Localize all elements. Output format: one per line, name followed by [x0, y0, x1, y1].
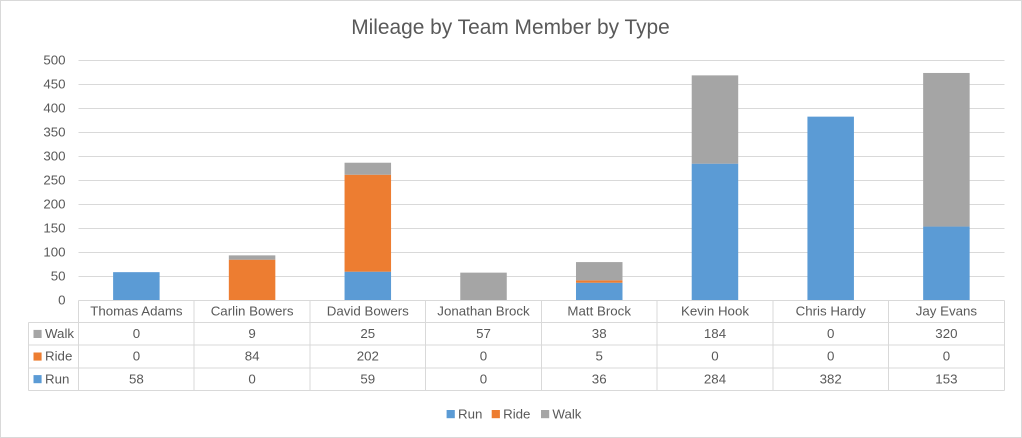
svg-text:57: 57 [476, 326, 491, 341]
svg-text:153: 153 [935, 371, 957, 386]
svg-text:38: 38 [592, 326, 607, 341]
svg-text:0: 0 [827, 349, 834, 364]
svg-text:Ride: Ride [503, 406, 530, 421]
svg-text:Carlin Bowers: Carlin Bowers [211, 304, 294, 319]
svg-text:250: 250 [43, 173, 65, 188]
svg-text:0: 0 [58, 293, 65, 308]
svg-text:202: 202 [357, 349, 379, 364]
svg-text:59: 59 [360, 371, 375, 386]
svg-text:Thomas Adams: Thomas Adams [90, 304, 183, 319]
svg-text:50: 50 [51, 269, 66, 284]
svg-text:300: 300 [43, 149, 65, 164]
svg-text:Run: Run [458, 406, 482, 421]
svg-text:184: 184 [704, 326, 726, 341]
svg-text:100: 100 [43, 245, 65, 260]
svg-text:Chris Hardy: Chris Hardy [796, 304, 867, 319]
svg-text:Walk: Walk [552, 406, 581, 421]
svg-text:Run: Run [45, 371, 69, 386]
svg-text:284: 284 [704, 371, 726, 386]
svg-text:5: 5 [595, 349, 602, 364]
svg-text:Ride: Ride [45, 349, 72, 364]
svg-text:0: 0 [133, 326, 140, 341]
svg-text:Jonathan Brock: Jonathan Brock [437, 304, 530, 319]
svg-text:0: 0 [480, 371, 487, 386]
svg-text:Jay Evans: Jay Evans [916, 304, 978, 319]
svg-text:Walk: Walk [45, 326, 74, 341]
svg-text:500: 500 [43, 53, 65, 68]
svg-text:0: 0 [711, 349, 718, 364]
svg-text:36: 36 [592, 371, 607, 386]
svg-text:0: 0 [943, 349, 950, 364]
svg-text:0: 0 [480, 349, 487, 364]
svg-text:150: 150 [43, 221, 65, 236]
svg-text:9: 9 [248, 326, 255, 341]
svg-text:84: 84 [245, 349, 260, 364]
svg-text:0: 0 [133, 349, 140, 364]
svg-text:350: 350 [43, 125, 65, 140]
svg-text:Matt Brock: Matt Brock [567, 304, 631, 319]
svg-text:200: 200 [43, 197, 65, 212]
svg-text:382: 382 [820, 371, 842, 386]
svg-text:Kevin Hook: Kevin Hook [681, 304, 749, 319]
svg-text:58: 58 [129, 371, 144, 386]
svg-text:David Bowers: David Bowers [327, 304, 409, 319]
svg-text:400: 400 [43, 101, 65, 116]
svg-text:0: 0 [248, 371, 255, 386]
svg-text:320: 320 [935, 326, 957, 341]
svg-text:25: 25 [360, 326, 375, 341]
svg-text:0: 0 [827, 326, 834, 341]
svg-text:450: 450 [43, 77, 65, 92]
svg-text:Mileage by Team Member by Type: Mileage by Team Member by Type [351, 16, 670, 39]
